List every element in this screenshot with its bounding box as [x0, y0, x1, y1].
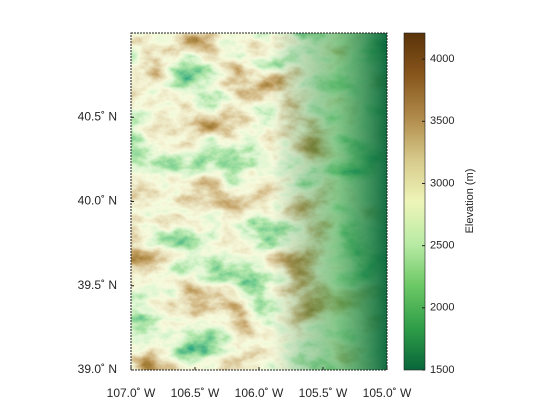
y-tick-label: 39.0˚ N: [78, 362, 117, 376]
colorbar: [403, 32, 426, 371]
y-tick-label: 40.0˚ N: [78, 194, 117, 208]
colorbar-tick-label: 2500: [430, 240, 454, 252]
elevation-raster: [131, 33, 387, 370]
x-tick-label: 105.0˚ W: [363, 386, 412, 400]
colorbar-tick-label: 2000: [430, 302, 454, 314]
x-tick-label: 106.0˚ W: [235, 386, 284, 400]
x-tick-label: 107.0˚ W: [107, 386, 156, 400]
y-tick-label: 39.5˚ N: [78, 278, 117, 292]
x-tick-label: 105.5˚ W: [299, 386, 348, 400]
colorbar-tick-label: 4000: [430, 53, 454, 65]
colorbar-label: Elevation (m): [464, 169, 476, 234]
x-tick-label: 106.5˚ W: [171, 386, 220, 400]
colorbar-tick-label: 1500: [430, 364, 454, 376]
colorbar-tick-label: 3500: [430, 115, 454, 127]
colorbar-tick-label: 3000: [430, 177, 454, 189]
y-tick-label: 40.5˚ N: [78, 109, 117, 123]
